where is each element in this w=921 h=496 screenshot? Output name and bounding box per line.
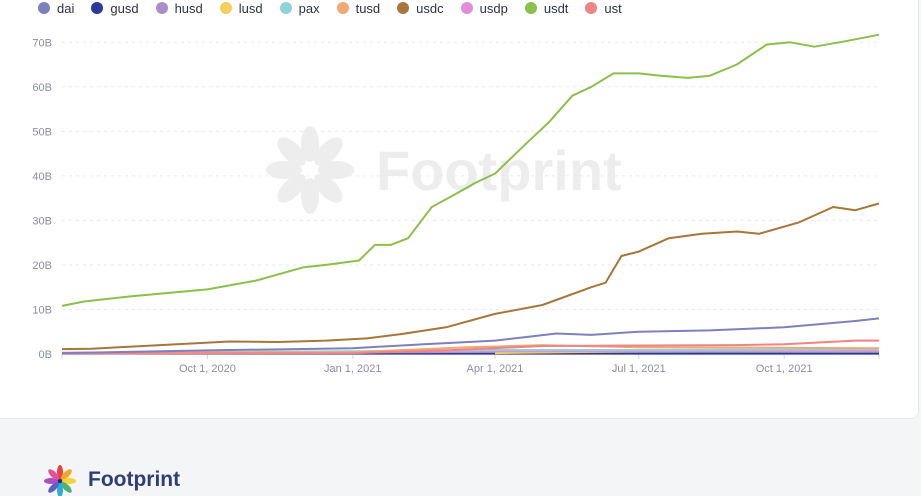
legend-item-dai[interactable]: dai xyxy=(38,1,74,16)
legend-item-pax[interactable]: pax xyxy=(279,0,320,16)
legend-dot-icon xyxy=(524,2,537,14)
series-line-ust xyxy=(61,339,879,355)
watermark-petal xyxy=(314,137,343,166)
legend-item-usdt[interactable]: usdt xyxy=(524,0,569,16)
y-tick-label: 0B xyxy=(39,349,52,361)
chart-legend: dai gusd husd lusd pax tusd usdc usdp usdt ust xyxy=(38,0,639,16)
watermark-petal xyxy=(318,161,354,179)
x-tick-label: Jul 1, 2021 xyxy=(612,363,666,375)
legend-dot-icon xyxy=(91,2,104,14)
legend-dot-icon xyxy=(336,2,349,14)
y-tick-label: 30B xyxy=(32,215,52,227)
legend-dot-icon xyxy=(460,2,473,14)
legend-label: lusd xyxy=(238,0,263,16)
y-tick-label: 40B xyxy=(32,171,52,183)
legend-item-usdp[interactable]: usdp xyxy=(460,0,508,16)
legend-dot-icon xyxy=(38,2,50,14)
series-line-dai xyxy=(61,317,880,355)
x-tick-label: Oct 1, 2020 xyxy=(179,363,236,375)
footer-brand: Footprint xyxy=(40,464,180,496)
legend-label: husd xyxy=(174,0,203,16)
footer-brand-name: Footprint xyxy=(88,468,181,491)
legend-dot-icon xyxy=(155,2,168,14)
legend-label: dai xyxy=(57,0,75,16)
legend-dot-icon xyxy=(219,2,232,14)
legend-dot-icon xyxy=(585,2,598,14)
watermark-petal xyxy=(266,161,302,179)
legend-item-usdc[interactable]: usdc xyxy=(397,0,444,16)
footprint-logo-icon xyxy=(44,465,76,496)
y-tick-label: 50B xyxy=(32,126,52,138)
faded-header-text: · · · · · xyxy=(847,0,878,5)
x-tick-label: Apr 1, 2021 xyxy=(467,363,524,375)
legend-item-husd[interactable]: husd xyxy=(155,0,203,16)
watermark-petal xyxy=(301,126,319,162)
series-line-usdt xyxy=(61,33,880,307)
legend-item-gusd[interactable]: gusd xyxy=(91,0,139,16)
chart-card: · · · · · dai gusd husd lusd pax tusd usdc usdp… xyxy=(0,0,919,419)
legend-label: tusd xyxy=(355,0,381,16)
series-line-usdc xyxy=(61,202,880,351)
watermark-petal xyxy=(277,174,306,203)
legend-item-lusd[interactable]: lusd xyxy=(219,0,263,16)
legend-dot-icon xyxy=(279,2,292,14)
watermark-petal xyxy=(314,174,343,203)
legend-item-tusd[interactable]: tusd xyxy=(336,0,381,16)
legend-dot-icon xyxy=(397,2,410,14)
legend-label: ust xyxy=(604,0,622,16)
legend-item-ust[interactable]: ust xyxy=(585,0,622,16)
x-tick-label: Jan 1, 2021 xyxy=(324,363,382,375)
y-tick-label: 60B xyxy=(32,82,52,94)
y-tick-label: 10B xyxy=(32,304,52,316)
y-tick-label: 70B xyxy=(32,37,52,49)
x-tick-label: Oct 1, 2021 xyxy=(756,363,813,375)
watermark-petal xyxy=(277,137,306,166)
legend-label: usdc xyxy=(416,0,444,16)
legend-label: usdp xyxy=(479,0,508,16)
watermark-petal xyxy=(301,178,319,214)
y-tick-label: 20B xyxy=(32,260,52,272)
legend-label: usdt xyxy=(543,0,569,16)
legend-label: gusd xyxy=(110,0,139,16)
legend-label: pax xyxy=(298,0,320,16)
